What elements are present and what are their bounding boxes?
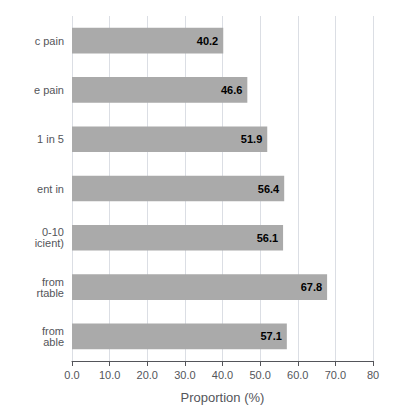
svg-text:60.0: 60.0: [287, 369, 308, 381]
svg-text:80: 80: [367, 369, 379, 381]
svg-text:0.0: 0.0: [64, 369, 79, 381]
svg-text:e pain: e pain: [34, 84, 64, 96]
svg-text:56.1: 56.1: [257, 232, 278, 244]
svg-text:20.0: 20.0: [137, 369, 158, 381]
svg-text:from: from: [42, 324, 64, 337]
svg-text:57.1: 57.1: [260, 330, 281, 342]
svg-text:0-10: 0-10: [42, 226, 64, 239]
svg-text:1 in 5: 1 in 5: [37, 133, 64, 145]
svg-text:30.0: 30.0: [174, 369, 195, 381]
svg-text:ent in: ent in: [37, 183, 64, 195]
svg-text:46.6: 46.6: [221, 84, 242, 96]
svg-text:56.4: 56.4: [258, 183, 280, 195]
svg-text:50.0: 50.0: [249, 369, 270, 381]
svg-text:icient): icient): [35, 237, 64, 249]
svg-text:able: able: [43, 336, 64, 348]
svg-text:70.0: 70.0: [325, 369, 346, 381]
svg-text:Proportion (%): Proportion (%): [181, 390, 265, 405]
svg-text:c pain: c pain: [35, 35, 64, 47]
svg-text:40.0: 40.0: [212, 369, 233, 381]
svg-text:67.8: 67.8: [301, 281, 322, 293]
svg-text:from: from: [42, 275, 64, 288]
svg-text:51.9: 51.9: [241, 133, 262, 145]
svg-text:rtable: rtable: [36, 287, 64, 299]
svg-text:40.2: 40.2: [197, 35, 218, 47]
svg-text:10.0: 10.0: [99, 369, 120, 381]
